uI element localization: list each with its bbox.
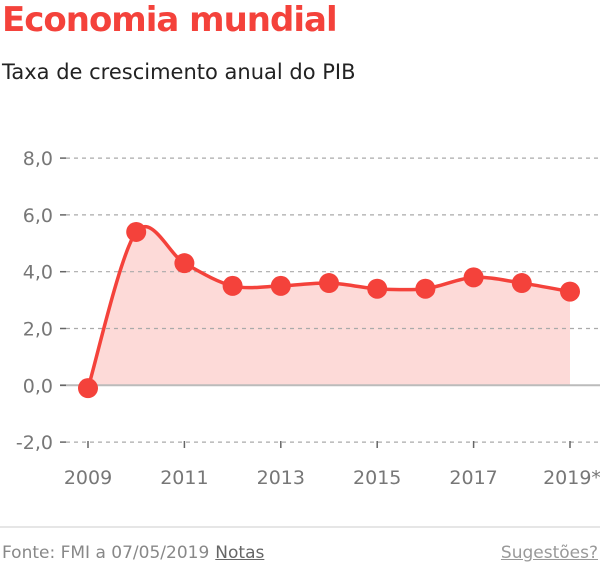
chart-title: Economia mundial [2, 0, 338, 40]
x-tick-label: 2017 [449, 467, 497, 489]
footer-divider [0, 526, 600, 528]
source-text: Fonte: FMI a 07/05/2019 Notas [2, 543, 264, 563]
source-label: Fonte: FMI a 07/05/2019 [2, 543, 210, 563]
y-tick-label: 2,0 [23, 319, 53, 341]
y-tick-label: 6,0 [23, 205, 53, 227]
x-tick-label: 2011 [160, 467, 208, 489]
y-tick-label: -2,0 [16, 432, 53, 454]
data-point [463, 267, 484, 288]
data-point [560, 281, 580, 302]
x-tick-label: 2019* [543, 467, 600, 489]
chart-subtitle: Taxa de crescimento anual do PIB [2, 60, 356, 84]
data-point [222, 275, 243, 296]
x-tick-label: 2009 [64, 467, 112, 489]
area-fill [88, 226, 570, 389]
data-point [511, 273, 532, 294]
data-point [270, 275, 291, 296]
notes-link[interactable]: Notas [215, 543, 265, 563]
y-tick-label: 0,0 [23, 375, 53, 397]
x-tick-label: 2015 [353, 467, 401, 489]
y-tick-label: 8,0 [23, 148, 53, 170]
data-point [319, 273, 339, 294]
data-point [415, 278, 436, 299]
suggestions-link[interactable]: Sugestões? [500, 543, 598, 563]
x-tick-label: 2013 [257, 467, 305, 489]
data-point [78, 378, 98, 399]
data-point [367, 278, 388, 299]
y-tick-label: 4,0 [23, 262, 53, 284]
data-point [126, 221, 147, 242]
gdp-growth-chart: -2,0 0,0 2,0 4,0 6,0 8,0 2009 2011 2013 2015 2017 2… [16, 148, 600, 489]
data-point [174, 253, 195, 274]
